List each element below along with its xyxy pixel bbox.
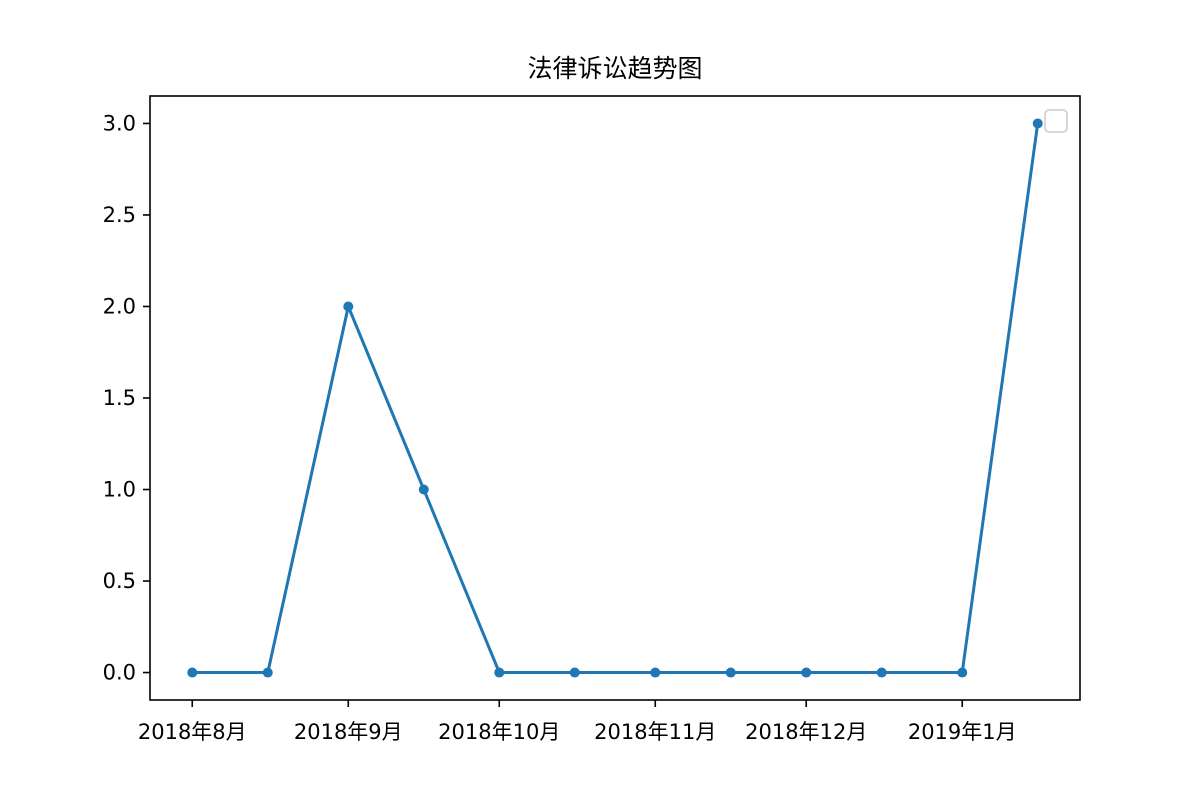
data-point — [418, 484, 429, 495]
x-tick-label: 2018年9月 — [294, 720, 403, 744]
y-tick-label: 2.0 — [103, 294, 136, 318]
data-point — [876, 667, 887, 678]
x-tick-label: 2018年12月 — [745, 720, 867, 744]
chart-title: 法律诉讼趋势图 — [527, 54, 702, 83]
y-tick-label: 2.5 — [103, 203, 136, 227]
x-tick-label: 2018年10月 — [438, 720, 560, 744]
x-tick-label: 2018年11月 — [594, 720, 716, 744]
y-tick-label: 3.0 — [103, 111, 136, 135]
data-point — [725, 667, 736, 678]
y-tick-label: 0.0 — [103, 661, 136, 685]
data-point — [1032, 118, 1043, 129]
data-point — [801, 667, 812, 678]
data-point — [569, 667, 580, 678]
y-tick-label: 1.5 — [103, 386, 136, 410]
data-point — [957, 667, 968, 678]
data-point — [494, 667, 505, 678]
axis-ticks: 0.0 0.5 1.0 1.5 2.0 2.5 3.0 2018年8月 2018年9月 2018年… — [103, 111, 1017, 744]
data-point — [262, 667, 273, 678]
data-point — [343, 301, 354, 312]
x-tick-label: 2018年8月 — [138, 720, 247, 744]
series-line — [190, 121, 1040, 674]
y-tick-label: 0.5 — [103, 569, 136, 593]
data-point — [650, 667, 661, 678]
y-tick-label: 1.0 — [103, 478, 136, 502]
x-tick-label: 2019年1月 — [908, 720, 1017, 744]
legend-box — [1044, 109, 1068, 133]
data-point — [187, 667, 198, 678]
plot-frame — [149, 95, 1081, 701]
series-layer — [187, 118, 1043, 678]
